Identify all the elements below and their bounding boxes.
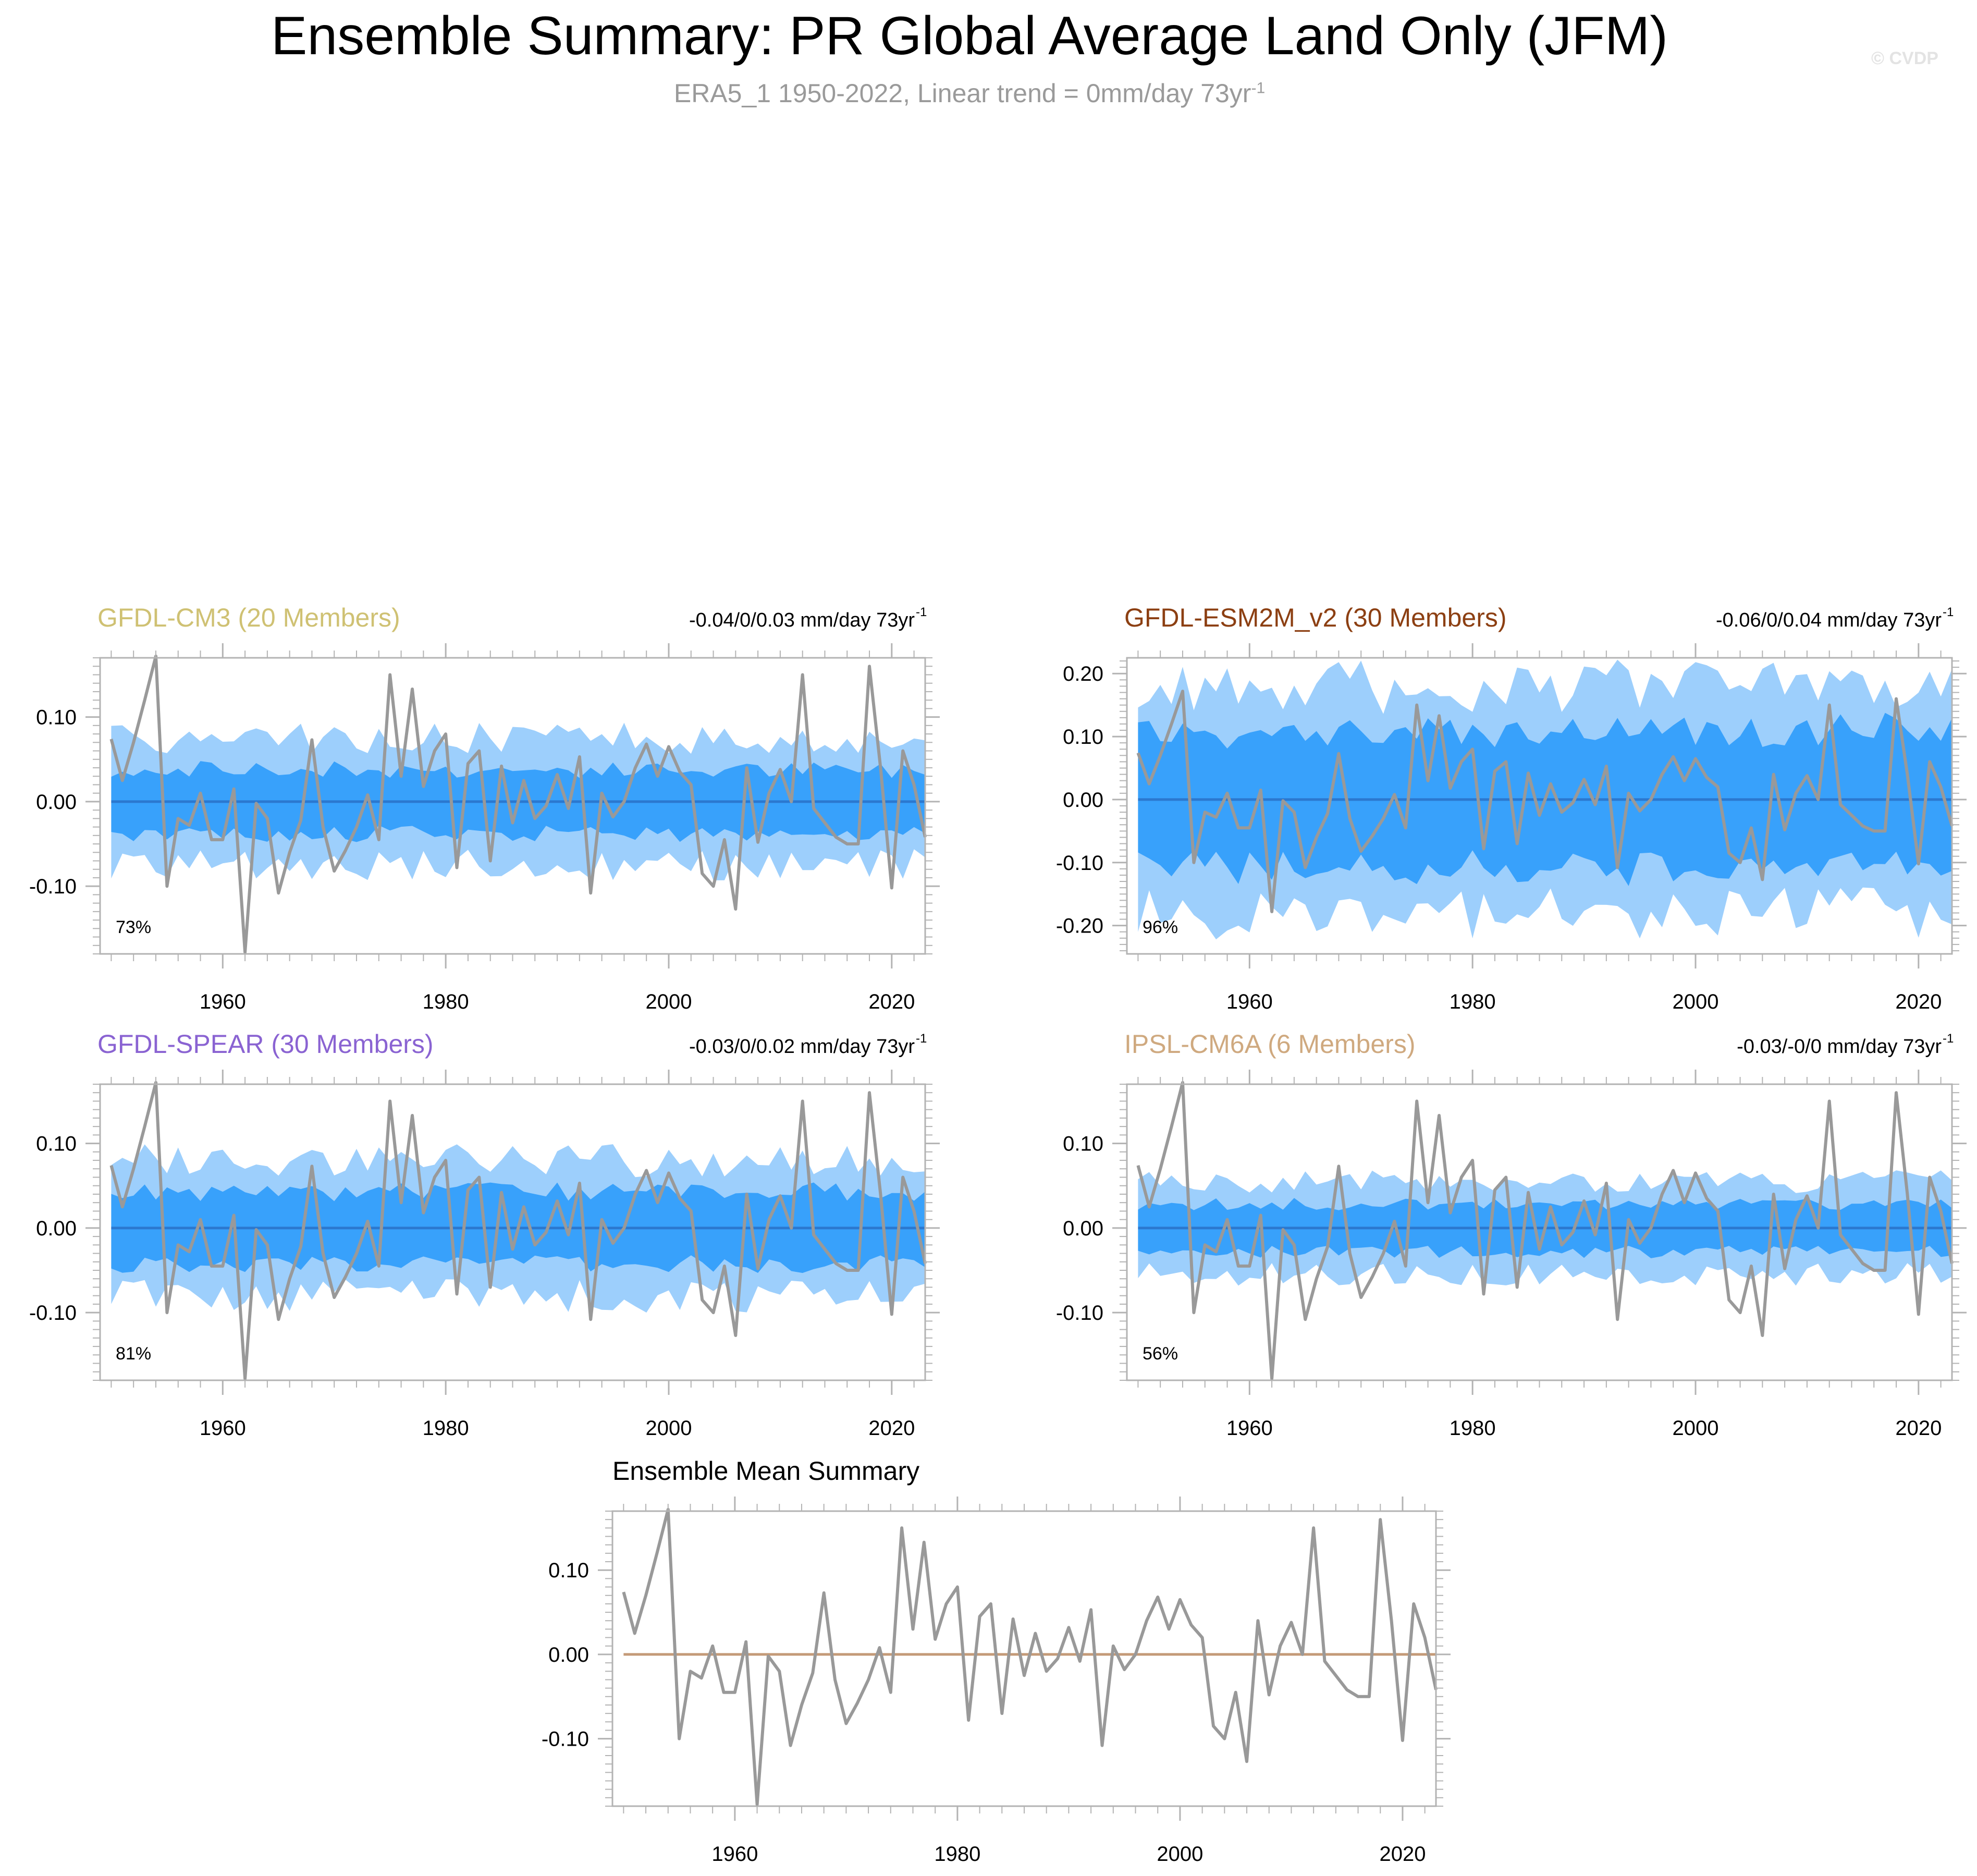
y-tick-label: 0.10 xyxy=(36,1133,77,1156)
percent-label: 73% xyxy=(116,917,151,937)
chart-title: GFDL-CM3 (20 Members) xyxy=(97,603,400,632)
x-tick-label: 1980 xyxy=(934,1843,980,1866)
trend-label: -0.03/0/0.02 mm/day 73yr xyxy=(689,1036,915,1058)
observed-series-line xyxy=(1136,690,1954,913)
x-tick-label: 1960 xyxy=(200,1417,246,1440)
y-tick-label: -0.10 xyxy=(29,875,77,898)
y-tick-label: 0.10 xyxy=(36,706,77,729)
y-tick-label: 0.00 xyxy=(1063,1217,1103,1240)
chart-summary: Ensemble Mean Summary -0.10 0.00 0.10 1960 19… xyxy=(542,1456,1451,1866)
chart-gfdl-spear: GFDL-SPEAR (30 Members) -0.03/0/0.02 mm/d… xyxy=(29,1029,940,1440)
y-tick-label: 0.00 xyxy=(1063,789,1103,812)
y-tick-label: 0.20 xyxy=(1063,663,1103,685)
x-tick-label: 2000 xyxy=(645,1417,692,1440)
cvdp-watermark: © CVDP xyxy=(1871,48,1938,68)
x-tick-label: 2020 xyxy=(1895,990,1942,1013)
y-tick-label: -0.10 xyxy=(542,1728,589,1751)
percent-label: 56% xyxy=(1143,1344,1178,1364)
x-tick-label: 1980 xyxy=(1450,990,1496,1013)
percent-label: 81% xyxy=(116,1344,151,1364)
subtitle-superscript: -1 xyxy=(1251,79,1266,97)
observed-series-line xyxy=(109,1081,927,1380)
y-tick-label: 0.10 xyxy=(1063,726,1103,749)
x-tick-label: 1960 xyxy=(1226,1417,1273,1440)
chart-title: Ensemble Mean Summary xyxy=(612,1456,919,1486)
observed-series-line xyxy=(109,654,927,954)
y-tick-label: -0.10 xyxy=(29,1302,77,1325)
trend-label: -0.06/0/0.04 mm/day 73yr xyxy=(1716,609,1942,631)
chart-ipsl-cm6a: IPSL-CM6A (6 Members) -0.03/-0/0 mm/day 7… xyxy=(1056,1029,1967,1440)
page-subtitle: ERA5_1 1950-2022, Linear trend = 0mm/day… xyxy=(0,78,1939,108)
subtitle-text: ERA5_1 1950-2022, Linear trend = 0mm/day… xyxy=(673,79,1251,108)
x-tick-label: 2020 xyxy=(1379,1843,1426,1866)
chart-gfdl-esm2m: GFDL-ESM2M_v2 (30 Members) -0.06/0/0.04 m… xyxy=(1056,603,1967,1013)
x-tick-label: 1980 xyxy=(423,1417,469,1440)
chart-title: IPSL-CM6A (6 Members) xyxy=(1124,1029,1415,1059)
chart-gfdl-cm3: GFDL-CM3 (20 Members) -0.04/0/0.03 mm/day… xyxy=(29,603,940,1013)
x-tick-label: 1960 xyxy=(1226,990,1273,1013)
trend-superscript: -1 xyxy=(1943,605,1954,619)
chart-title: GFDL-SPEAR (30 Members) xyxy=(97,1029,434,1059)
y-tick-label: 0.00 xyxy=(36,1217,77,1240)
y-tick-label: 0.00 xyxy=(36,791,77,814)
x-tick-label: 1960 xyxy=(711,1843,758,1866)
x-tick-label: 1980 xyxy=(423,990,469,1013)
x-tick-label: 2020 xyxy=(1895,1417,1942,1440)
x-tick-label: 1960 xyxy=(200,990,246,1013)
x-tick-label: 2000 xyxy=(1157,1843,1203,1866)
x-tick-label: 2000 xyxy=(645,990,692,1013)
y-tick-label: 0.10 xyxy=(1063,1133,1103,1156)
x-tick-label: 1980 xyxy=(1450,1417,1496,1440)
trend-label: -0.04/0/0.03 mm/day 73yr xyxy=(689,609,915,631)
percent-label: 96% xyxy=(1143,917,1178,937)
x-tick-label: 2000 xyxy=(1672,1417,1718,1440)
y-tick-label: -0.10 xyxy=(1056,852,1103,875)
y-tick-label: -0.10 xyxy=(1056,1302,1103,1325)
chart-title: GFDL-ESM2M_v2 (30 Members) xyxy=(1124,603,1507,632)
y-tick-label: -0.20 xyxy=(1056,915,1103,938)
x-tick-label: 2000 xyxy=(1672,990,1718,1013)
trend-label: -0.03/-0/0 mm/day 73yr xyxy=(1737,1036,1942,1058)
x-tick-label: 2020 xyxy=(868,990,915,1013)
trend-superscript: -1 xyxy=(916,605,927,619)
observed-series-line xyxy=(1136,1081,1954,1380)
y-tick-label: 0.00 xyxy=(548,1644,589,1666)
trend-superscript: -1 xyxy=(916,1032,927,1046)
trend-superscript: -1 xyxy=(1943,1032,1954,1046)
y-tick-label: 0.10 xyxy=(548,1559,589,1582)
observed-series-line xyxy=(622,1507,1438,1806)
x-tick-label: 2020 xyxy=(868,1417,915,1440)
page-title: Ensemble Summary: PR Global Average Land… xyxy=(271,6,1668,66)
